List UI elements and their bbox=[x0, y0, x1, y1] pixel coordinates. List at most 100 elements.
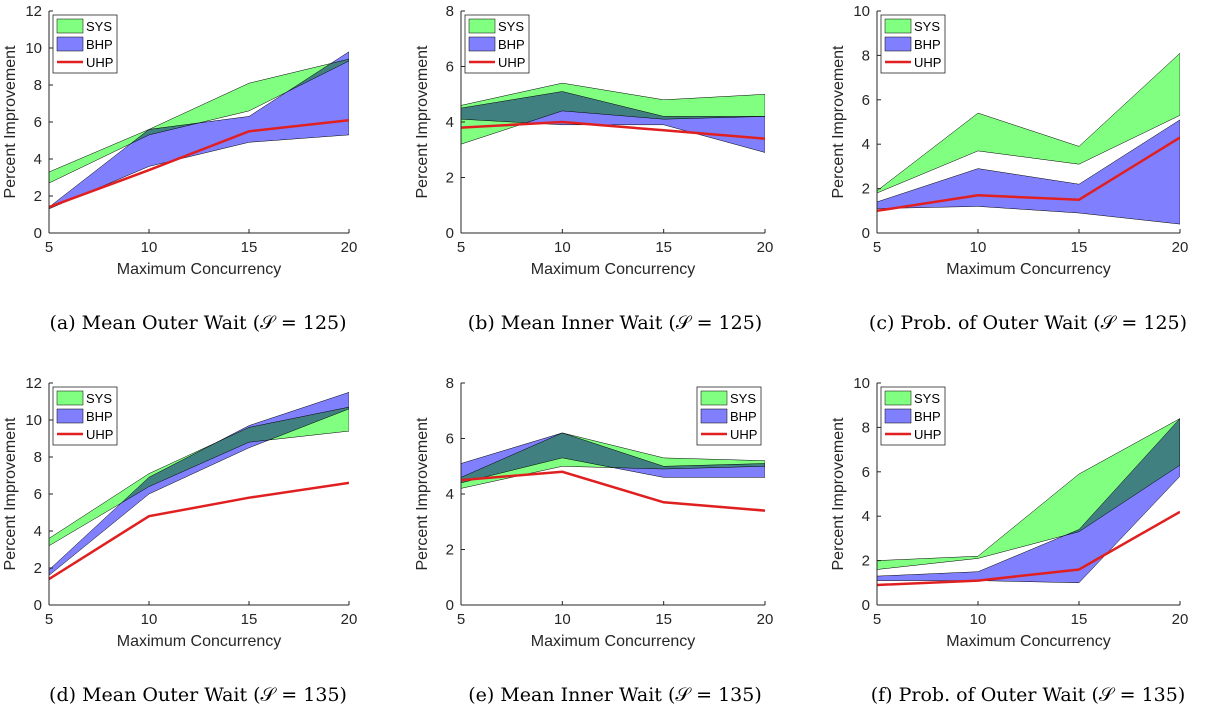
sys-band bbox=[49, 406, 349, 547]
y-tick-label: 0 bbox=[446, 597, 454, 614]
y-tick-label: 2 bbox=[862, 553, 870, 570]
y-tick-label: 4 bbox=[34, 151, 42, 168]
legend: SYS BHP UHP bbox=[880, 14, 946, 74]
y-tick-label: 0 bbox=[34, 597, 42, 614]
x-tick-label: 5 bbox=[873, 611, 881, 628]
legend-label-uhp: UHP bbox=[730, 427, 757, 442]
x-tick-label: 20 bbox=[1172, 239, 1189, 256]
x-tick-label: 10 bbox=[554, 611, 571, 628]
y-tick-label: 6 bbox=[862, 92, 870, 109]
uhp-line bbox=[49, 118, 349, 209]
chart-panel-2: 5 10 15 20 0 2 4 6 8 Maximum Concurrency Percent I… bbox=[414, 3, 773, 334]
y-tick-label: 4 bbox=[862, 508, 870, 525]
legend-label-sys: SYS bbox=[86, 391, 112, 406]
y-axis-label: Percent Improvement bbox=[2, 45, 19, 199]
y-tick-label: 8 bbox=[34, 449, 42, 466]
legend-swatch-sys bbox=[884, 18, 912, 34]
x-tick-label: 15 bbox=[241, 611, 258, 628]
legend-label-uhp: UHP bbox=[498, 55, 525, 70]
y-tick-label: 10 bbox=[25, 40, 42, 57]
x-tick-label: 20 bbox=[757, 611, 774, 628]
bhp-band bbox=[461, 91, 765, 153]
legend: SYS BHP UHP bbox=[52, 14, 118, 74]
y-tick-label: 12 bbox=[25, 375, 42, 392]
legend-label-uhp: UHP bbox=[86, 427, 113, 442]
legend-swatch-sys bbox=[56, 390, 84, 406]
y-tick-label: 4 bbox=[34, 523, 42, 540]
y-tick-label: 8 bbox=[446, 375, 454, 392]
y-tick-label: 2 bbox=[446, 542, 454, 559]
x-tick-label: 20 bbox=[1172, 611, 1189, 628]
legend-swatch-bhp bbox=[884, 408, 912, 424]
chart-panel-3: 5 10 15 20 0 2 4 6 8 10 Maximum Concurrency Percent… bbox=[830, 3, 1188, 334]
x-tick-label: 5 bbox=[873, 239, 881, 256]
y-tick-label: 0 bbox=[446, 225, 454, 242]
legend-swatch-bhp bbox=[700, 408, 728, 424]
x-tick-label: 20 bbox=[341, 239, 358, 256]
legend-label-sys: SYS bbox=[86, 19, 112, 34]
legend-label-uhp: UHP bbox=[914, 55, 941, 70]
x-tick-label: 10 bbox=[554, 239, 571, 256]
y-tick-label: 6 bbox=[446, 431, 454, 448]
x-axis-label: Maximum Concurrency bbox=[946, 633, 1110, 650]
y-tick-label: 8 bbox=[862, 47, 870, 64]
y-axis-label: Percent Improvement bbox=[414, 45, 431, 199]
x-tick-label: 5 bbox=[457, 239, 465, 256]
plot-area bbox=[49, 392, 349, 581]
x-tick-label: 10 bbox=[141, 611, 158, 628]
legend-label-sys: SYS bbox=[914, 391, 940, 406]
x-tick-label: 15 bbox=[655, 611, 672, 628]
legend: SYS BHP UHP bbox=[880, 386, 946, 446]
y-tick-label: 4 bbox=[446, 486, 454, 503]
x-tick-label: 20 bbox=[341, 611, 358, 628]
legend-label-bhp: BHP bbox=[730, 409, 757, 424]
x-tick-label: 5 bbox=[457, 611, 465, 628]
y-tick-label: 10 bbox=[853, 375, 870, 392]
y-axis-label: Percent Improvement bbox=[2, 417, 19, 571]
uhp-line bbox=[877, 510, 1180, 587]
y-tick-label: 2 bbox=[34, 560, 42, 577]
legend-label-sys: SYS bbox=[498, 19, 524, 34]
legend-label-bhp: BHP bbox=[914, 37, 941, 52]
y-tick-label: 4 bbox=[862, 136, 870, 153]
sys-band bbox=[877, 52, 1180, 194]
legend-swatch-sys bbox=[884, 390, 912, 406]
y-tick-label: 8 bbox=[446, 3, 454, 20]
legend-swatch-sys bbox=[56, 18, 84, 34]
legend: SYS BHP UHP bbox=[464, 14, 530, 74]
legend-label-sys: SYS bbox=[914, 19, 940, 34]
y-tick-label: 12 bbox=[25, 3, 42, 20]
subfigure-caption: (f) Prob. of Outer Wait (𝒮 = 135) bbox=[871, 684, 1186, 706]
y-tick-label: 8 bbox=[34, 77, 42, 94]
y-axis-label: Percent Improvement bbox=[830, 45, 847, 199]
x-axis-label: Maximum Concurrency bbox=[531, 633, 695, 650]
bhp-band bbox=[461, 432, 765, 484]
legend-swatch-sys bbox=[700, 390, 728, 406]
x-tick-label: 15 bbox=[241, 239, 258, 256]
y-tick-label: 8 bbox=[862, 419, 870, 436]
y-tick-label: 6 bbox=[34, 114, 42, 131]
subfigure-caption: (e) Mean Inner Wait (𝒮 = 135) bbox=[468, 684, 762, 706]
chart-panel-6: 5 10 15 20 0 2 4 6 8 10 Maximum Concurrency Percent… bbox=[830, 375, 1188, 706]
x-axis-label: Maximum Concurrency bbox=[117, 633, 281, 650]
legend-swatch-bhp bbox=[884, 36, 912, 52]
y-tick-label: 0 bbox=[862, 597, 870, 614]
x-tick-label: 10 bbox=[970, 611, 987, 628]
uhp-line bbox=[877, 136, 1180, 213]
plot-area bbox=[877, 52, 1180, 225]
y-tick-label: 2 bbox=[446, 170, 454, 187]
x-axis-label: Maximum Concurrency bbox=[946, 261, 1110, 278]
y-tick-label: 10 bbox=[25, 412, 42, 429]
x-tick-label: 15 bbox=[1071, 611, 1088, 628]
y-tick-label: 0 bbox=[862, 225, 870, 242]
y-tick-label: 6 bbox=[446, 59, 454, 76]
subfigure-caption: (b) Mean Inner Wait (𝒮 = 125) bbox=[468, 312, 762, 334]
y-tick-label: 2 bbox=[862, 181, 870, 198]
x-tick-label: 10 bbox=[141, 239, 158, 256]
x-axis-label: Maximum Concurrency bbox=[117, 261, 281, 278]
subfigure-caption: (a) Mean Outer Wait (𝒮 = 125) bbox=[49, 312, 346, 334]
y-tick-label: 10 bbox=[853, 3, 870, 20]
chart-panel-5: 5 10 15 20 0 2 4 6 8 Maximum Concurrency Percent I… bbox=[414, 375, 773, 706]
legend-swatch-sys bbox=[468, 18, 496, 34]
legend-label-bhp: BHP bbox=[914, 409, 941, 424]
